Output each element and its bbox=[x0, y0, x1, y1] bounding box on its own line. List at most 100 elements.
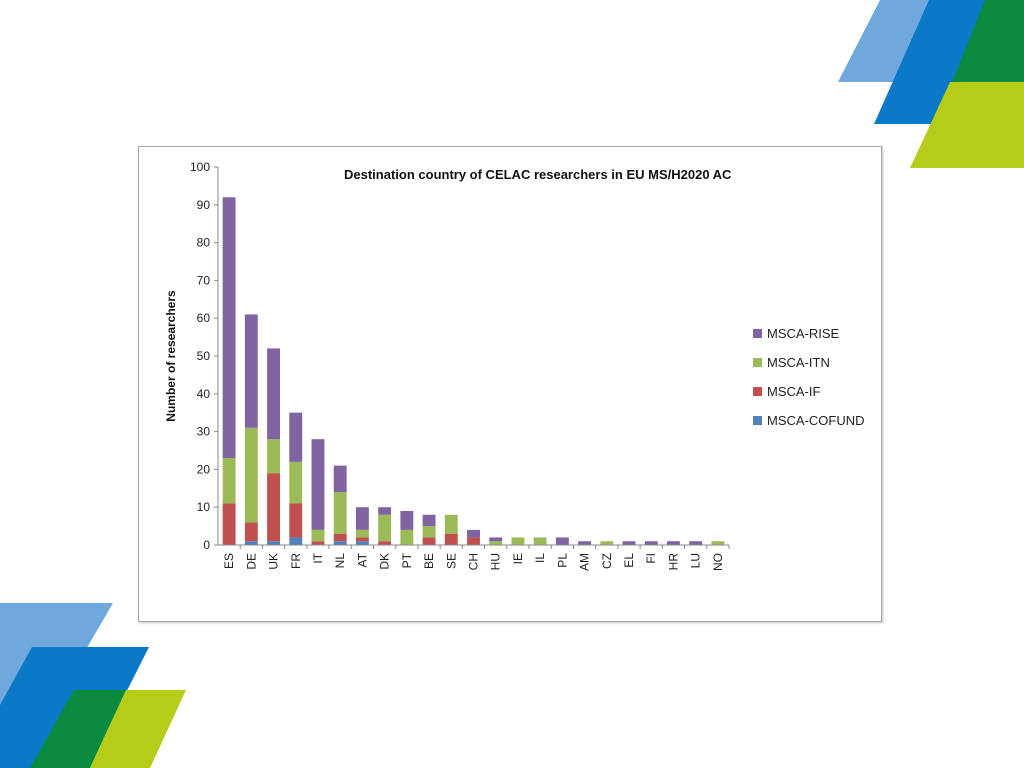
bar-msca-itn-be bbox=[422, 526, 436, 538]
y-axis: 0 10 20 30 40 50 60 70 80 90 100 bbox=[190, 160, 219, 552]
x-tick-label-se: SE bbox=[444, 553, 458, 569]
x-tick-label-am: AM bbox=[578, 553, 592, 571]
bar-msca-cofund-de bbox=[244, 541, 258, 545]
bars bbox=[222, 197, 725, 545]
x-tick-label-es: ES bbox=[222, 553, 236, 569]
y-tick-label: 60 bbox=[197, 311, 211, 325]
bar-msca-itn-no bbox=[711, 541, 725, 545]
bar-msca-itn-es bbox=[222, 458, 236, 504]
bar-msca-rise-fi bbox=[644, 541, 658, 545]
x-tick-label-be: BE bbox=[422, 553, 436, 569]
y-tick-label: 90 bbox=[197, 198, 211, 212]
x-tick-label-lu: LU bbox=[689, 553, 703, 568]
y-tick-label: 80 bbox=[197, 236, 211, 250]
x-tick-label-il: IL bbox=[533, 553, 547, 563]
bar-msca-rise-at bbox=[355, 507, 369, 530]
bar-msca-itn-hu bbox=[489, 541, 503, 545]
bar-msca-rise-el bbox=[622, 541, 636, 545]
bar-msca-cofund-fr bbox=[289, 537, 303, 545]
y-tick-label: 10 bbox=[197, 500, 211, 514]
bar-msca-itn-de bbox=[244, 427, 258, 523]
bar-msca-itn-at bbox=[355, 529, 369, 538]
bottom-left-decoration bbox=[0, 603, 186, 768]
deco-lime-shape bbox=[910, 82, 1024, 168]
bar-msca-rise-am bbox=[578, 541, 592, 545]
y-tick-label: 40 bbox=[197, 387, 211, 401]
bar-msca-rise-de bbox=[244, 314, 258, 428]
chart-title: Destination country of CELAC researchers… bbox=[344, 167, 732, 182]
bar-msca-if-dk bbox=[378, 541, 392, 545]
y-tick-label: 20 bbox=[197, 462, 211, 476]
x-tick-label-ch: CH bbox=[467, 553, 481, 570]
x-tick-label-no: NO bbox=[711, 553, 725, 571]
legend-swatch-msca-rise bbox=[753, 329, 762, 338]
bar-msca-rise-hu bbox=[489, 537, 503, 542]
x-tick-label-hu: HU bbox=[489, 553, 503, 570]
x-tick-label-dk: DK bbox=[378, 553, 392, 570]
bar-msca-if-fr bbox=[289, 503, 303, 538]
top-right-decoration bbox=[838, 0, 1024, 168]
bar-msca-itn-il bbox=[533, 537, 547, 545]
legend-swatch-msca-if bbox=[753, 387, 762, 396]
bar-msca-rise-hr bbox=[667, 541, 680, 545]
bar-msca-rise-uk bbox=[267, 348, 280, 440]
bar-msca-if-be bbox=[422, 537, 436, 545]
deco-lime-shape-bl bbox=[90, 690, 186, 768]
bar-msca-rise-nl bbox=[333, 465, 347, 493]
bar-msca-itn-ie bbox=[511, 537, 525, 545]
bar-msca-itn-se bbox=[444, 514, 458, 534]
bar-msca-itn-nl bbox=[333, 492, 347, 534]
legend-swatch-msca-cofund bbox=[753, 416, 762, 425]
bar-msca-cofund-uk bbox=[267, 541, 280, 545]
bar-msca-rise-lu bbox=[689, 541, 703, 545]
bar-msca-if-at bbox=[355, 537, 369, 542]
x-tick-label-de: DE bbox=[244, 553, 258, 570]
bar-msca-rise-ch bbox=[467, 529, 480, 538]
bar-msca-if-nl bbox=[333, 533, 347, 542]
deco-green-shape-bl bbox=[30, 690, 126, 768]
x-axis: ES DE UK FR IT NL AT DK PT BE SE CH HU IE IL PL AM CZ EL FI… bbox=[218, 544, 730, 571]
legend-label-msca-cofund: MSCA-COFUND bbox=[767, 413, 865, 428]
bar-msca-if-se bbox=[444, 533, 458, 545]
y-tick-label: 70 bbox=[197, 273, 211, 287]
chart-container: Destination country of CELAC researchers… bbox=[138, 146, 882, 622]
bar-msca-rise-be bbox=[422, 514, 436, 527]
bar-msca-if-it bbox=[311, 541, 325, 545]
bar-msca-cofund-nl bbox=[333, 541, 347, 545]
x-tick-label-pt: PT bbox=[400, 552, 414, 568]
bar-msca-if-es bbox=[222, 503, 236, 545]
legend-label-msca-if: MSCA-IF bbox=[767, 384, 821, 399]
x-tick-label-pl: PL bbox=[555, 553, 569, 568]
x-tick-label-fr: FR bbox=[289, 553, 303, 569]
bar-msca-cofund-at bbox=[355, 541, 369, 545]
y-tick-label: 50 bbox=[197, 349, 211, 363]
bar-msca-itn-uk bbox=[267, 439, 280, 474]
x-tick-label-ie: IE bbox=[511, 553, 525, 564]
bar-msca-itn-fr bbox=[289, 461, 303, 504]
bar-msca-if-uk bbox=[267, 473, 280, 542]
bar-msca-itn-it bbox=[311, 529, 325, 542]
y-tick-label: 0 bbox=[203, 538, 210, 552]
bar-msca-itn-dk bbox=[378, 514, 392, 542]
x-tick-label-cz: CZ bbox=[600, 553, 614, 569]
x-tick-label-nl: NL bbox=[333, 553, 347, 569]
bar-msca-rise-es bbox=[222, 197, 236, 459]
x-tick-label-it: IT bbox=[311, 552, 325, 563]
bar-msca-if-de bbox=[244, 522, 258, 542]
bar-msca-rise-fr bbox=[289, 412, 303, 462]
x-tick-label-el: EL bbox=[622, 553, 636, 568]
y-tick-label: 30 bbox=[197, 425, 211, 439]
x-tick-label-at: AT bbox=[355, 552, 369, 567]
x-tick-label-hr: HR bbox=[666, 553, 680, 571]
legend-label-msca-itn: MSCA-ITN bbox=[767, 355, 830, 370]
bar-msca-itn-pt bbox=[400, 529, 414, 545]
bar-msca-rise-it bbox=[311, 439, 325, 530]
y-tick-label: 100 bbox=[190, 160, 210, 174]
bar-msca-if-ch bbox=[467, 537, 480, 545]
x-tick-label-fi: FI bbox=[644, 553, 658, 564]
stacked-bar-chart: Destination country of CELAC researchers… bbox=[164, 160, 865, 571]
x-tick-label-uk: UK bbox=[267, 553, 281, 570]
bar-msca-rise-pt bbox=[400, 510, 414, 530]
bar-msca-rise-pl bbox=[555, 537, 569, 545]
